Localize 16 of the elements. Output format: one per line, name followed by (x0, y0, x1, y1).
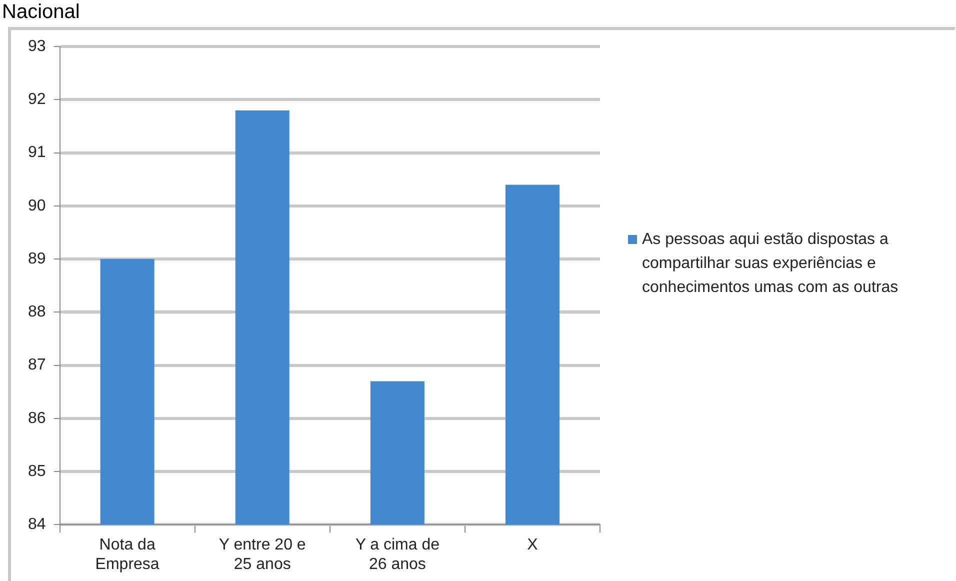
y-tick-label: 92 (28, 91, 46, 108)
legend-label: As pessoas aqui estão dispostas a compartilhar suas experiências e conhecimentos umas com as outras (642, 230, 900, 298)
y-tick-label: 93 (28, 38, 46, 56)
y-tick-label: 89 (28, 250, 46, 268)
x-tick-label: Y a cima de 26 anos (355, 536, 440, 573)
x-tick-label: Nota da Empresa (95, 536, 160, 573)
y-tick-label: 85 (28, 462, 46, 480)
y-tick-label: 87 (28, 356, 46, 374)
y-tick-label: 90 (28, 197, 46, 214)
y-tick-label: 86 (28, 410, 46, 427)
x-tick-label: Y entre 20 e 25 anos (218, 536, 306, 573)
y-tick-label: 91 (28, 144, 46, 162)
x-tick-label: X (527, 536, 538, 554)
chart-title: Nacional (2, 0, 80, 24)
y-tick-label: 88 (28, 304, 46, 321)
y-tick-label: 84 (28, 516, 46, 534)
